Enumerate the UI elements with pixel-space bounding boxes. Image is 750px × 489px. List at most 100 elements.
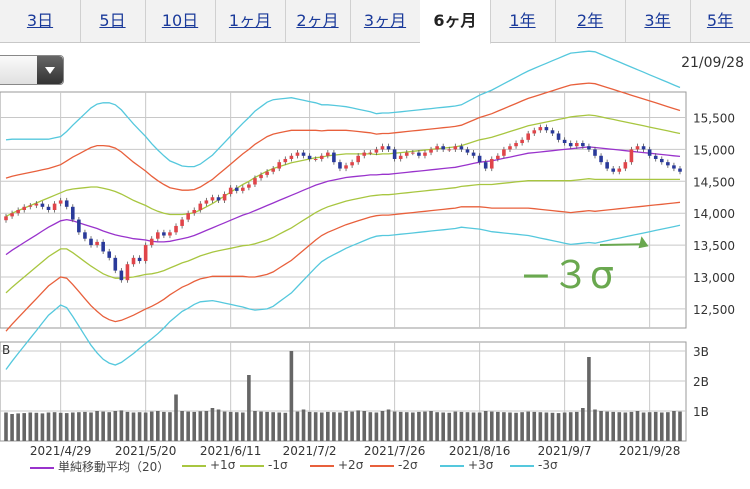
volume-bar [22, 413, 27, 441]
volume-bar [283, 412, 288, 441]
candle-body [319, 155, 324, 159]
volume-bar [386, 409, 391, 441]
candle-body [556, 133, 561, 140]
volume-bar [417, 411, 421, 441]
volume-bar [587, 357, 591, 441]
candle-body [83, 232, 87, 239]
chart-type-select[interactable] [0, 55, 64, 85]
volume-bar [174, 394, 178, 441]
tab-3[interactable]: 1ヶ月 [215, 0, 286, 42]
candle-body [119, 270, 124, 281]
volume-bar [180, 411, 184, 441]
volume-bar [666, 412, 670, 441]
tab-9[interactable]: 3年 [625, 0, 691, 42]
volume-bar [441, 412, 445, 441]
tab-1[interactable]: 5日 [80, 0, 146, 42]
volume-bar [435, 412, 439, 441]
candle-body [107, 251, 112, 258]
candle-body [544, 127, 549, 131]
tab-0[interactable]: 3日 [0, 0, 81, 42]
chevron-down-icon[interactable] [37, 56, 63, 84]
sigma-band-line [5, 82, 681, 191]
volume-bar [289, 351, 294, 441]
candle-body [186, 213, 190, 220]
volume-bar [241, 412, 245, 441]
x-tick-label: 2021/7/2 [283, 444, 337, 458]
volume-bar [496, 411, 500, 441]
volume-bar [234, 412, 239, 441]
volume-bar [70, 412, 75, 441]
candle-body [52, 203, 57, 210]
candle-body [216, 197, 221, 201]
candle-body [301, 152, 306, 156]
volume-bar [380, 411, 385, 441]
volume-bar [489, 411, 494, 441]
tab-8[interactable]: 2年 [555, 0, 626, 42]
candle-body [441, 146, 445, 150]
volume-bar [526, 411, 530, 441]
candle-body [581, 143, 585, 147]
volume-bar [34, 412, 39, 441]
volume-bar [58, 412, 63, 441]
candle-body [70, 206, 75, 220]
legend-item: +1σ [182, 458, 235, 472]
legend-item: -3σ [510, 458, 558, 472]
ma20-line [5, 146, 681, 256]
volume-bar [556, 413, 561, 441]
volume-bar [611, 411, 616, 441]
volume-bar [459, 411, 464, 441]
candle-body [574, 143, 579, 147]
volume-bar [392, 411, 397, 441]
candle-body [623, 162, 628, 169]
tab-2[interactable]: 10日 [145, 0, 216, 42]
candle-body [180, 219, 184, 226]
candle-body [149, 238, 154, 246]
y-tick-label: 12,500 [693, 303, 735, 317]
x-tick-label: 2021/5/20 [115, 444, 177, 458]
sigma-band-line [5, 178, 680, 294]
tab-10[interactable]: 5年 [690, 0, 750, 42]
volume-bar [623, 412, 628, 441]
tab-4[interactable]: 2ヶ月 [285, 0, 351, 42]
tab-6[interactable]: 6ヶ月 [420, 0, 491, 44]
volume-bar [429, 411, 433, 441]
volume-bar [641, 412, 646, 441]
candle-body [4, 216, 8, 221]
legend-label: -3σ [538, 458, 558, 472]
annotation-arrow [599, 243, 644, 246]
candle-body [672, 165, 676, 169]
volume-bar [368, 412, 373, 441]
candle-body [386, 146, 391, 150]
volume-bar [374, 412, 379, 441]
candle-body [198, 203, 203, 210]
candle-body [641, 146, 646, 150]
legend-swatch [510, 464, 534, 467]
candle-body [356, 155, 360, 163]
legend-swatch [310, 464, 334, 467]
volume-bar [271, 412, 275, 441]
volume-bar [362, 411, 367, 441]
volume-bar [210, 408, 215, 441]
candle-body [313, 158, 318, 160]
candle-body [46, 206, 51, 210]
candle-body [192, 210, 197, 214]
candle-body [168, 232, 172, 236]
candle-body [64, 200, 69, 207]
candle-body [398, 155, 403, 159]
volume-bar [131, 412, 136, 441]
candle-body [253, 178, 257, 185]
candle-body [362, 152, 367, 156]
candle-body [174, 225, 178, 233]
candle-body [550, 130, 555, 134]
x-tick-label: 2021/9/7 [538, 444, 592, 458]
candle-body [228, 187, 233, 195]
y-tick-label: 14,000 [693, 207, 735, 221]
volume-bar [593, 409, 597, 441]
tab-7[interactable]: 1年 [490, 0, 556, 42]
candle-body [562, 139, 567, 144]
candle-body [514, 143, 518, 147]
candle-body [137, 257, 142, 262]
candle-body [156, 232, 160, 239]
candle-body [101, 241, 105, 252]
volume-bar [672, 411, 676, 441]
